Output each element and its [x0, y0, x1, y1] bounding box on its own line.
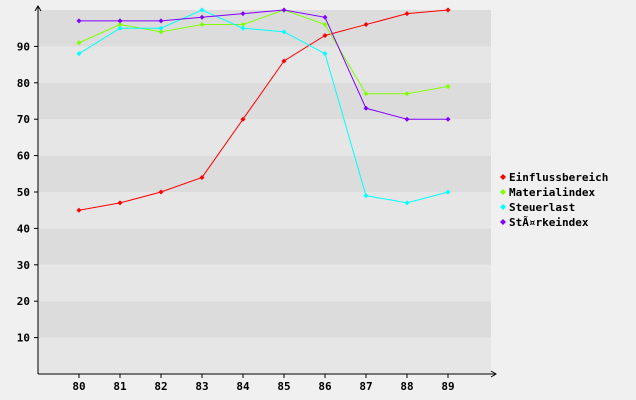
- x-tick-label: 83: [195, 380, 208, 393]
- data-point: [322, 14, 328, 20]
- y-tick-label: 10: [17, 332, 30, 345]
- data-point: [117, 25, 123, 31]
- data-point: [404, 200, 410, 206]
- data-point: [363, 22, 369, 28]
- data-point: [445, 189, 451, 195]
- data-point: [199, 22, 205, 28]
- series-lines: [78, 9, 449, 211]
- y-tick-label: 20: [17, 295, 30, 308]
- tick-labels: 10 20 30 40 50 60 70 80 90 80 81 82 83 84 85 86 87 88 89: [17, 40, 455, 393]
- data-point: [76, 207, 82, 213]
- data-point: [117, 18, 123, 24]
- legend: Einflussbereich Materialindex Steuerlast St…: [500, 171, 608, 229]
- x-tick-label: 88: [400, 380, 413, 393]
- x-axis-arrow: [490, 370, 497, 378]
- data-point: [281, 29, 287, 35]
- data-point: [199, 7, 205, 13]
- data-point: [404, 116, 410, 122]
- data-point: [445, 116, 451, 122]
- x-tick-label: 82: [154, 380, 167, 393]
- data-point: [363, 193, 369, 199]
- grid-band: [38, 337, 491, 374]
- y-tick-label: 50: [17, 186, 30, 199]
- x-tick-label: 87: [359, 380, 372, 393]
- y-axis-arrow: [34, 5, 42, 12]
- legend-label: Einflussbereich: [509, 171, 608, 184]
- x-tick-label: 85: [277, 380, 290, 393]
- legend-swatch: [500, 204, 506, 210]
- data-point: [117, 22, 123, 28]
- grid-band: [38, 155, 491, 192]
- data-point: [240, 116, 246, 122]
- series-markers: [76, 7, 451, 213]
- data-point: [199, 174, 205, 180]
- x-tick-label: 81: [113, 380, 127, 393]
- y-tick-label: 60: [17, 150, 30, 163]
- data-point: [158, 29, 164, 35]
- y-tick-label: 40: [17, 222, 30, 235]
- grid-band: [38, 119, 491, 156]
- data-point: [240, 25, 246, 31]
- data-point: [404, 11, 410, 17]
- data-point: [117, 200, 123, 206]
- grid-band: [38, 264, 491, 302]
- data-point: [76, 18, 82, 24]
- legend-label: Steuerlast: [509, 201, 575, 214]
- grid-band: [38, 192, 491, 229]
- legend-label: StÃ¤rkeindex: [509, 216, 589, 229]
- data-point: [281, 58, 287, 64]
- x-tick-label: 80: [72, 380, 85, 393]
- data-point: [158, 189, 164, 195]
- data-point: [158, 25, 164, 31]
- x-tick-label: 84: [236, 380, 250, 393]
- legend-swatch: [500, 219, 506, 225]
- data-point: [281, 7, 287, 13]
- y-tick-label: 30: [17, 259, 30, 272]
- y-tick-label: 80: [17, 77, 30, 90]
- data-point: [322, 51, 328, 57]
- series-line-2: [78, 9, 449, 204]
- data-point: [199, 14, 205, 20]
- data-point: [322, 22, 328, 28]
- y-tick-label: 70: [17, 113, 30, 126]
- grid-band: [38, 228, 491, 265]
- grid-band: [38, 301, 491, 338]
- data-point: [404, 91, 410, 97]
- plot-background: [38, 10, 491, 374]
- data-point: [363, 91, 369, 97]
- data-point: [363, 105, 369, 111]
- data-point: [322, 32, 328, 38]
- x-tick-label: 86: [318, 380, 332, 393]
- data-point: [240, 11, 246, 17]
- data-point: [240, 22, 246, 28]
- x-tick-label: 89: [441, 380, 454, 393]
- axes: [34, 5, 497, 378]
- legend-swatch: [500, 189, 506, 195]
- y-tick-label: 90: [17, 40, 30, 53]
- data-point: [76, 51, 82, 57]
- series-line-3: [79, 9, 448, 120]
- data-point: [445, 83, 451, 89]
- grid-band: [38, 46, 491, 83]
- data-point: [158, 18, 164, 24]
- data-point: [445, 7, 451, 13]
- data-point: [76, 40, 82, 46]
- legend-label: Materialindex: [509, 186, 595, 199]
- series-line-0: [78, 9, 449, 211]
- grid-band: [38, 10, 491, 47]
- legend-swatch: [500, 174, 506, 180]
